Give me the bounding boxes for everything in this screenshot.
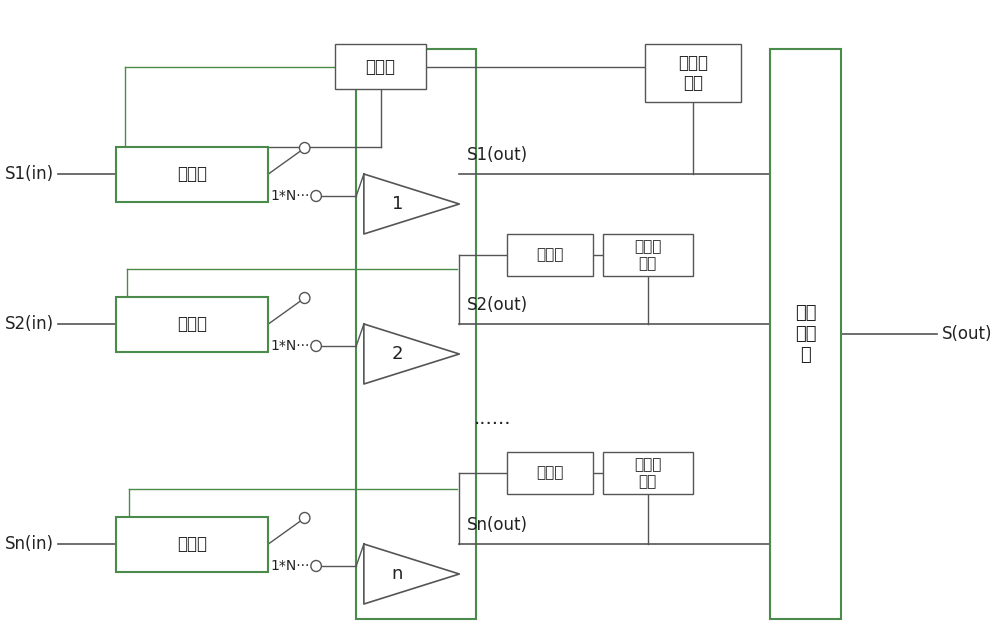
FancyBboxPatch shape	[335, 44, 426, 89]
Text: 鉴相器: 鉴相器	[536, 247, 564, 263]
FancyBboxPatch shape	[507, 452, 593, 494]
FancyBboxPatch shape	[770, 49, 841, 619]
Text: n: n	[392, 565, 403, 583]
Text: 鉴相器: 鉴相器	[366, 57, 396, 75]
Text: 移相器: 移相器	[177, 535, 207, 553]
Text: S(out): S(out)	[941, 325, 992, 343]
Text: 鉴相器: 鉴相器	[536, 466, 564, 480]
Text: 定向耦
合器: 定向耦 合器	[678, 53, 708, 92]
Polygon shape	[364, 174, 459, 234]
FancyBboxPatch shape	[116, 146, 268, 202]
Text: 2: 2	[392, 345, 403, 363]
Circle shape	[311, 560, 321, 571]
Text: Sn(in): Sn(in)	[5, 535, 54, 553]
Text: 功率
合成
器: 功率 合成 器	[795, 304, 816, 364]
Text: 定向耦
合器: 定向耦 合器	[634, 457, 662, 489]
Polygon shape	[364, 544, 459, 604]
Text: 移相器: 移相器	[177, 315, 207, 333]
FancyBboxPatch shape	[507, 234, 593, 276]
Circle shape	[311, 191, 321, 202]
Text: 1: 1	[392, 195, 403, 213]
Circle shape	[299, 513, 310, 524]
Circle shape	[299, 292, 310, 303]
Polygon shape	[364, 324, 459, 384]
Circle shape	[299, 142, 310, 153]
FancyBboxPatch shape	[603, 234, 693, 276]
FancyBboxPatch shape	[603, 452, 693, 494]
Text: S2(in): S2(in)	[4, 315, 54, 333]
Text: 定向耦
合器: 定向耦 合器	[634, 239, 662, 271]
Text: S1(out): S1(out)	[467, 146, 528, 164]
FancyBboxPatch shape	[116, 296, 268, 352]
Text: S2(out): S2(out)	[467, 296, 528, 314]
Text: 1*N···: 1*N···	[270, 559, 310, 573]
Circle shape	[311, 341, 321, 352]
Text: ······: ······	[474, 415, 511, 433]
FancyBboxPatch shape	[645, 44, 741, 102]
Text: 移相器: 移相器	[177, 165, 207, 183]
FancyBboxPatch shape	[116, 516, 268, 571]
Text: 1*N···: 1*N···	[270, 339, 310, 353]
Text: 1*N···: 1*N···	[270, 189, 310, 203]
Text: Sn(out): Sn(out)	[467, 516, 528, 534]
FancyBboxPatch shape	[356, 49, 476, 619]
Text: S1(in): S1(in)	[4, 165, 54, 183]
